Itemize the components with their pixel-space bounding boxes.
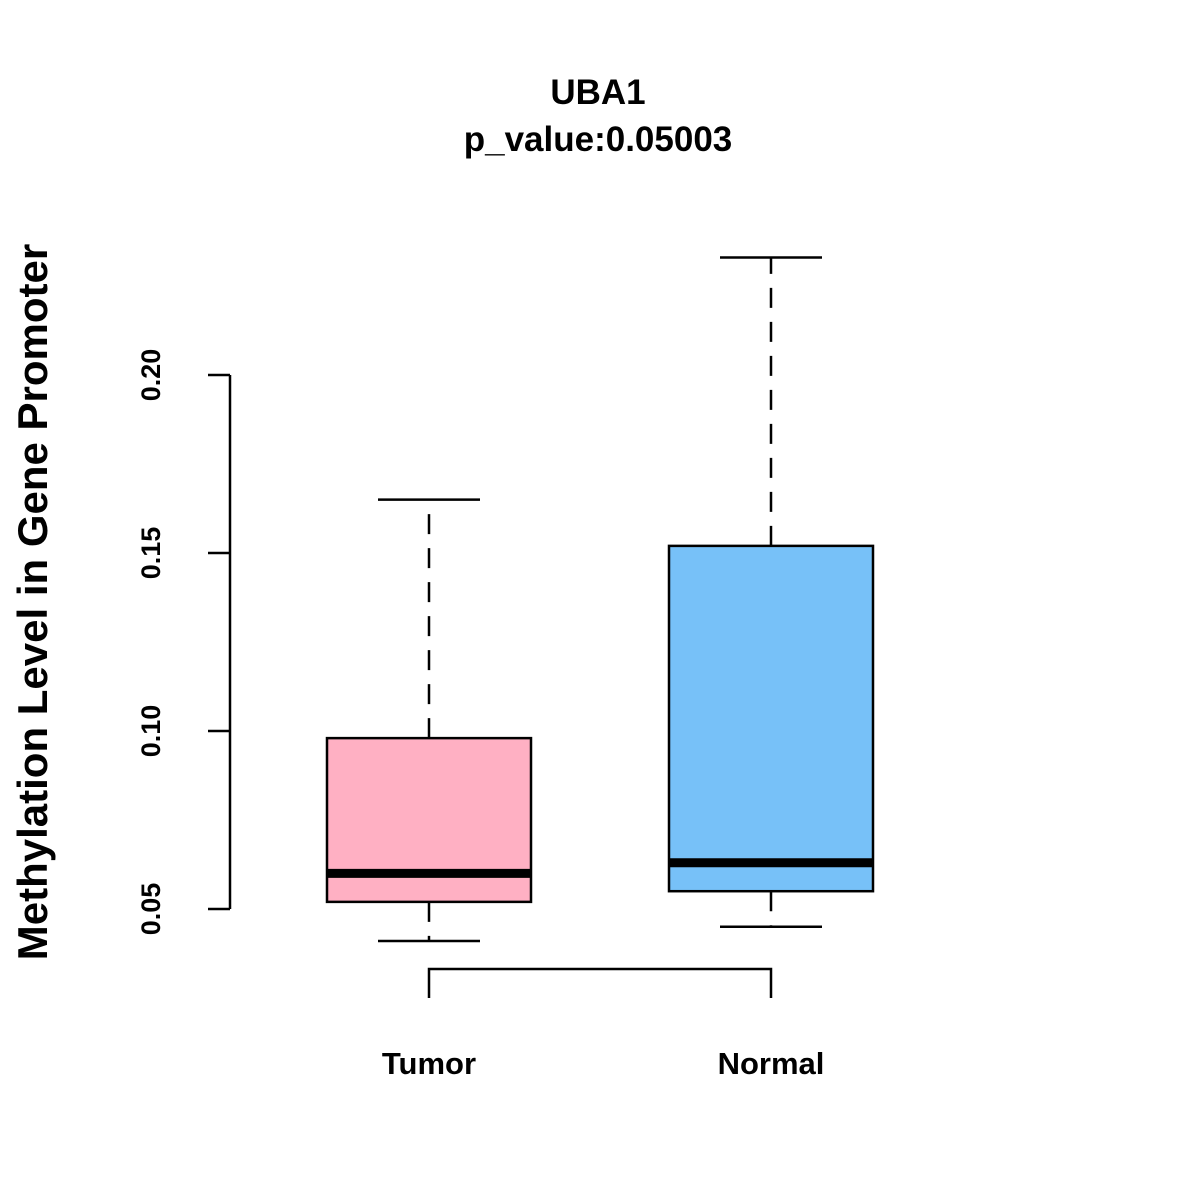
box-rect-normal <box>667 544 875 893</box>
box-tumor <box>325 498 533 943</box>
y-tick-label-1: 0.10 <box>136 705 166 758</box>
x-label-tumor: Tumor <box>382 1046 476 1081</box>
boxes <box>325 256 875 943</box>
y-tick-label-3: 0.20 <box>136 349 166 402</box>
bracket-line <box>427 967 773 998</box>
box-normal <box>667 256 875 929</box>
x-axis-labels: Tumor Normal <box>382 1046 824 1081</box>
chart-title: UBA1 <box>550 73 645 112</box>
x-label-normal: Normal <box>718 1046 825 1081</box>
chart-subtitle: p_value:0.05003 <box>464 120 733 159</box>
comparison-bracket <box>427 967 773 998</box>
y-axis-label: Methylation Level in Gene Promoter <box>9 244 56 960</box>
y-axis: 0.05 0.10 0.15 0.20 <box>136 349 232 936</box>
y-tick-label-0: 0.05 <box>136 883 166 936</box>
y-tick-label-2: 0.15 <box>136 527 166 580</box>
